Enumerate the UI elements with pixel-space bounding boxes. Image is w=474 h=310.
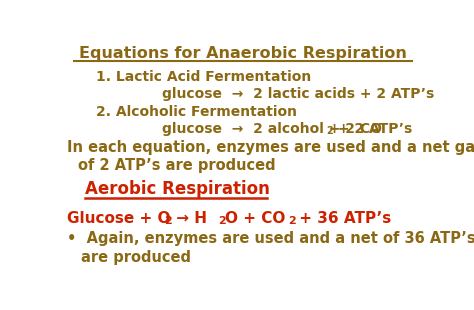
Text: → H: → H (171, 211, 207, 226)
Text: O + CO: O + CO (225, 211, 285, 226)
Text: + 2 ATP’s: + 2 ATP’s (333, 122, 412, 136)
Text: 2. Alcoholic Fermentation: 2. Alcoholic Fermentation (96, 104, 297, 118)
Text: 2: 2 (164, 216, 172, 226)
Text: Aerobic Respiration: Aerobic Respiration (85, 180, 270, 198)
Text: are produced: are produced (82, 250, 191, 265)
Text: 2: 2 (326, 126, 333, 136)
Text: 2: 2 (288, 216, 295, 226)
Text: Glucose + O: Glucose + O (66, 211, 170, 226)
Text: In each equation, enzymes are used and a net gain: In each equation, enzymes are used and a… (66, 140, 474, 155)
Text: glucose  →  2 alcohol + 2 CO: glucose → 2 alcohol + 2 CO (162, 122, 382, 136)
Text: 1. Lactic Acid Fermentation: 1. Lactic Acid Fermentation (96, 70, 311, 84)
Text: •  Again, enzymes are used and a net of 36 ATP’s: • Again, enzymes are used and a net of 3… (66, 231, 474, 246)
Text: 2: 2 (218, 216, 226, 226)
Text: + 36 ATP’s: + 36 ATP’s (294, 211, 392, 226)
Text: glucose  →  2 lactic acids + 2 ATP’s: glucose → 2 lactic acids + 2 ATP’s (162, 87, 434, 101)
Text: of 2 ATP’s are produced: of 2 ATP’s are produced (78, 158, 275, 174)
Text: Equations for Anaerobic Respiration: Equations for Anaerobic Respiration (79, 46, 407, 60)
